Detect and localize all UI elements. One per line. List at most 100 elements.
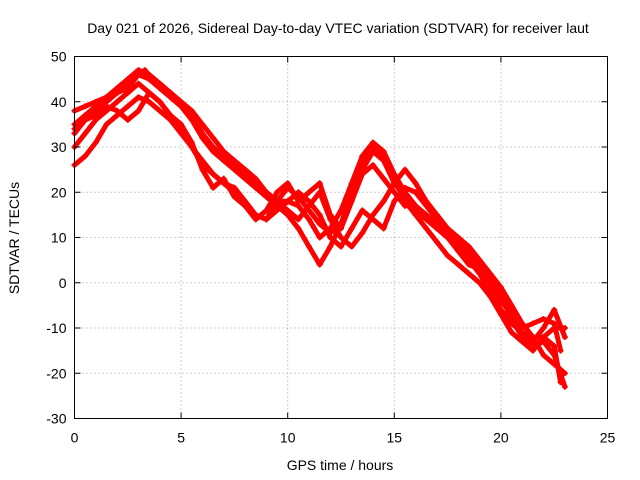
data-point-marker [210, 171, 217, 178]
data-point-marker [551, 306, 558, 313]
data-point-marker [433, 239, 440, 246]
grid-lines [74, 56, 608, 419]
data-point-marker [476, 266, 483, 273]
x-tick-label: 20 [493, 430, 509, 446]
y-tick-label: 20 [51, 184, 67, 200]
data-point-marker [242, 202, 249, 209]
y-tick-label: 0 [59, 275, 67, 291]
data-point-marker [135, 94, 142, 101]
data-point-marker [231, 193, 238, 200]
data-point-marker [316, 261, 323, 268]
series-trace [72, 72, 564, 385]
data-point-marker [135, 67, 142, 74]
y-tick-label: 10 [51, 230, 67, 246]
data-point-marker [82, 103, 89, 110]
chart-title: Day 021 of 2026, Sidereal Day-to-day VTE… [87, 20, 589, 36]
data-point-marker [199, 134, 206, 141]
data-point-marker [444, 225, 451, 232]
data-series [71, 67, 568, 390]
x-tick-label: 0 [71, 430, 79, 446]
data-point-marker [92, 103, 99, 110]
y-tick-label: -30 [46, 411, 66, 427]
data-point-marker [561, 383, 568, 390]
data-point-marker [156, 98, 163, 105]
data-point-marker [412, 202, 419, 209]
data-point-marker [252, 175, 259, 182]
data-point-marker [338, 234, 344, 241]
data-point-marker [412, 180, 419, 187]
data-point-marker [220, 175, 227, 182]
data-point-marker [92, 112, 99, 119]
data-point-marker [306, 243, 313, 250]
data-point-marker [82, 130, 89, 137]
series-track-4 [71, 94, 568, 354]
x-tick-label: 25 [600, 430, 616, 446]
data-point-marker [178, 130, 185, 137]
data-point-marker [369, 144, 376, 150]
data-point-marker [252, 184, 259, 191]
data-point-marker [455, 248, 462, 255]
x-tick-label: 10 [280, 430, 296, 446]
data-point-marker [401, 166, 408, 173]
data-point-marker [263, 216, 270, 223]
data-point-marker [263, 207, 270, 214]
data-point-marker [327, 229, 334, 236]
data-point-marker [188, 139, 195, 146]
x-axis-label: GPS time / hours [287, 457, 394, 473]
data-point-marker [423, 216, 430, 223]
data-point-marker [124, 103, 131, 110]
x-tick-label: 15 [387, 430, 403, 446]
data-point-marker [476, 279, 483, 286]
data-point-marker [529, 338, 536, 345]
data-point-marker [369, 162, 376, 169]
data-point-marker [199, 121, 206, 128]
data-point-marker [465, 270, 472, 277]
data-point-marker [348, 243, 355, 250]
data-point-marker [391, 180, 398, 187]
data-point-marker [231, 157, 238, 164]
data-point-marker [295, 198, 302, 205]
data-point-marker [359, 157, 366, 164]
data-point-marker [557, 347, 564, 354]
data-point-marker [306, 216, 313, 223]
data-point-marker [135, 80, 142, 87]
data-point-marker [540, 315, 547, 322]
x-tick-label: 5 [177, 430, 185, 446]
data-point-marker [348, 198, 355, 205]
data-point-marker [114, 98, 121, 105]
data-point-marker [444, 234, 451, 241]
data-point-marker [124, 89, 131, 96]
data-point-marker [551, 343, 558, 350]
data-point-marker [380, 198, 387, 205]
data-point-marker [401, 184, 408, 191]
data-point-marker [274, 189, 281, 196]
data-point-marker [146, 71, 153, 78]
data-point-marker [231, 166, 238, 173]
data-point-marker [263, 189, 270, 196]
data-point-marker [380, 225, 387, 232]
data-point-marker [188, 107, 195, 114]
data-point-marker [114, 107, 121, 114]
data-point-marker [284, 198, 291, 205]
data-point-marker [199, 166, 206, 173]
data-point-marker [423, 225, 430, 232]
data-point-marker [359, 207, 366, 214]
data-point-marker [497, 288, 504, 295]
data-point-marker [220, 157, 227, 164]
data-point-marker [316, 211, 323, 218]
data-point-marker [519, 338, 526, 345]
data-point-marker [508, 329, 515, 336]
data-point-marker [316, 180, 323, 187]
data-point-marker [540, 334, 547, 341]
data-point-marker [306, 202, 313, 209]
data-point-marker [433, 225, 440, 232]
y-axis-label: SDTVAR / TECUs [6, 182, 22, 294]
data-point-marker [561, 370, 568, 377]
data-point-marker [423, 198, 430, 205]
data-point-marker [455, 261, 462, 268]
data-point-marker [369, 211, 376, 218]
series-track-5 [71, 67, 568, 377]
data-point-marker [306, 189, 313, 196]
data-point-marker [167, 89, 174, 96]
